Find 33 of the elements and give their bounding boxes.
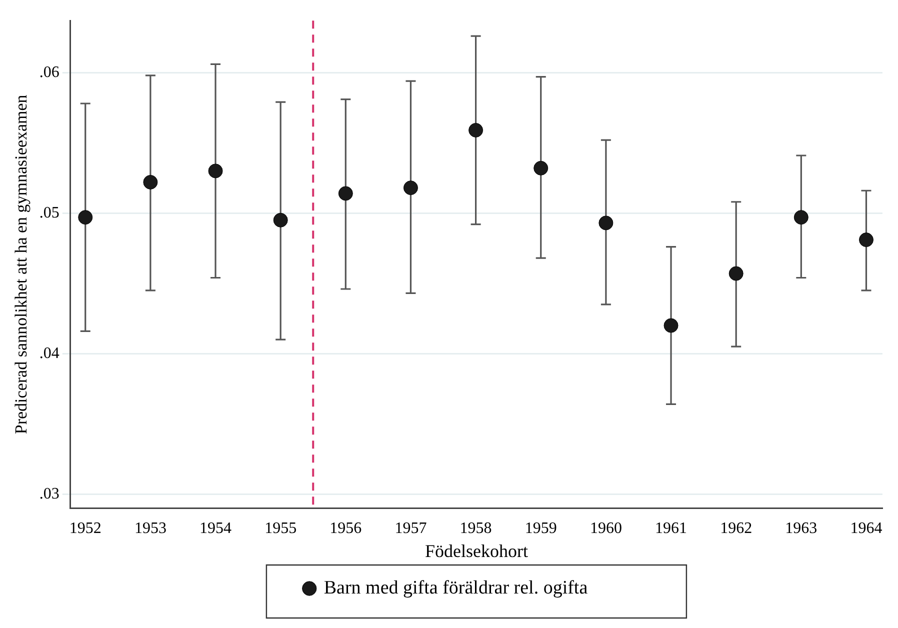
x-tick-label: 1954: [200, 520, 232, 538]
point: [78, 210, 93, 225]
x-tick-label: 1958: [460, 520, 492, 538]
point: [794, 210, 808, 225]
x-tick-label: 1964: [850, 520, 882, 538]
x-tick-label: 1961: [655, 520, 688, 538]
x-tick-label: 1953: [134, 520, 166, 538]
point: [143, 174, 158, 190]
legend-label: Barn med gifta föräldrar rel. ogifta: [324, 577, 588, 598]
point: [534, 160, 548, 176]
x-tick-label: 1957: [394, 520, 427, 538]
y-tick-label: .05: [39, 204, 60, 222]
point: [273, 212, 288, 228]
point: [338, 186, 353, 201]
x-tick-label: 1963: [785, 520, 818, 538]
x-tick-label: 1959: [524, 520, 557, 538]
point: [858, 232, 874, 248]
point: [468, 122, 484, 138]
point: [403, 180, 418, 196]
point: [598, 216, 614, 230]
x-tick-label: 1962: [720, 520, 752, 538]
x-tick-label: 1952: [69, 520, 102, 538]
point: [208, 164, 223, 178]
x-tick-label: 1960: [590, 520, 622, 538]
x-axis-title: Födelsekohort: [424, 540, 528, 561]
y-tick-label: .06: [39, 64, 60, 81]
x-tick-label: 1955: [264, 520, 297, 538]
x-tick-label: 1956: [330, 520, 362, 538]
y-tick-label: .04: [39, 344, 60, 362]
point: [664, 318, 678, 333]
y-tick-label: .03: [39, 485, 60, 502]
point: [728, 266, 744, 281]
y-axis-title: Predicerad sannolikhet att ha en gymnasieexamen: [12, 94, 31, 434]
